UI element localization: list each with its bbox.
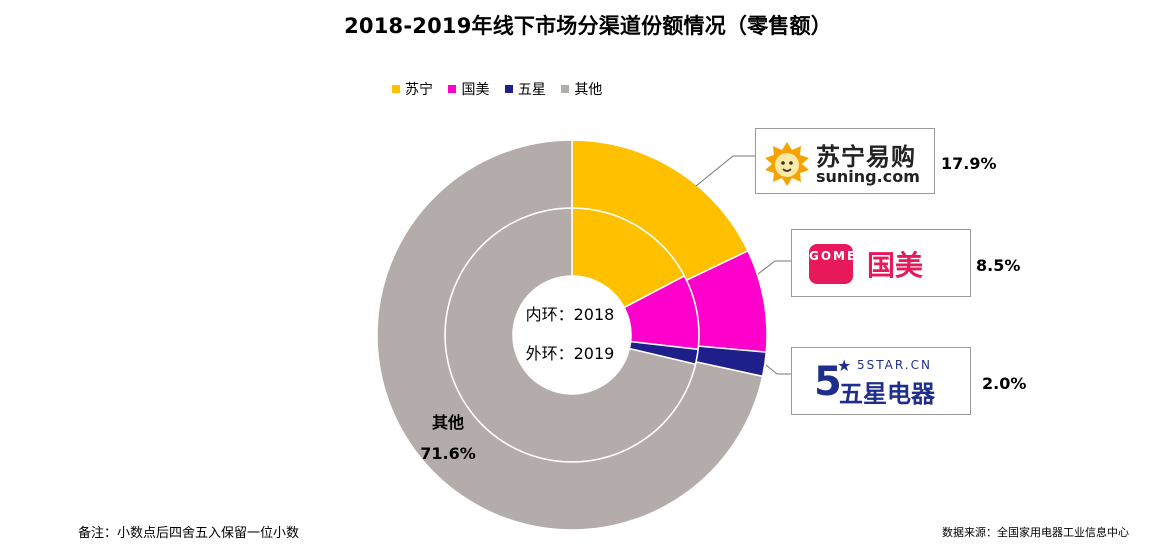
suning-lion-icon — [765, 142, 809, 186]
legend-item-fivestar: 五星 — [504, 79, 546, 99]
chart-legend: 苏宁 国美 五星 其他 — [392, 79, 613, 99]
fivestar-logo-box: 5 ★ 5STAR.CN 五星电器 — [791, 347, 971, 415]
legend-item-gome: 国美 — [448, 79, 489, 99]
suning-logo-cn: 苏宁易购 — [816, 143, 916, 171]
outer-ring-2019 — [376, 139, 768, 531]
star-icon: ★ — [837, 356, 852, 375]
leader-lines — [695, 155, 791, 375]
inner-ring-2018 — [444, 207, 700, 463]
data-label-fivestar: 2.0% — [982, 374, 1027, 393]
data-label-other-value: 71.6% — [420, 444, 476, 463]
gome-logo-cn: 国美 — [867, 249, 924, 282]
fivestar-logo-cn: 五星电器 — [839, 380, 935, 408]
legend-label-suning: 苏宁 — [405, 82, 433, 98]
footnote: 备注：小数点后四舍五入保留一位小数 — [78, 526, 300, 541]
data-label-other-name: 其他 — [432, 413, 464, 432]
chart-title: 2018-2019年线下市场分渠道份额情况（零售额） — [344, 14, 832, 38]
data-label-suning: 17.9% — [941, 154, 997, 173]
data-label-gome: 8.5% — [976, 256, 1021, 275]
center-label-inner: 内环：2018 — [526, 305, 615, 324]
legend-label-fivestar: 五星 — [517, 82, 546, 98]
center-label-outer: 外环：2019 — [526, 344, 615, 363]
fivestar-logo-icon: 5 — [814, 359, 842, 405]
legend-label-gome: 国美 — [461, 82, 490, 98]
legend-label-other: 其他 — [574, 82, 603, 98]
legend-swatch-suning — [392, 85, 400, 93]
gome-logo-icon: GOME — [809, 244, 855, 284]
legend-item-suning: 苏宁 — [392, 79, 433, 99]
data-source: 数据来源：全国家用电器工业信息中心 — [942, 526, 1129, 539]
gome-logo-box: GOME 国美 — [791, 229, 971, 297]
slice-outer-other — [376, 139, 764, 531]
legend-swatch-other — [561, 85, 570, 93]
suning-logo-en: suning.com — [816, 167, 920, 186]
fivestar-logo-en: 5STAR.CN — [857, 358, 932, 372]
leader-line-fivestar — [765, 364, 791, 375]
legend-swatch-fivestar — [504, 85, 513, 93]
leader-line-suning — [695, 155, 755, 187]
suning-logo-box: 苏宁易购 suning.com — [755, 128, 935, 194]
leader-line-gome — [757, 260, 791, 275]
legend-item-other: 其他 — [561, 79, 602, 99]
legend-swatch-gome — [448, 85, 457, 93]
